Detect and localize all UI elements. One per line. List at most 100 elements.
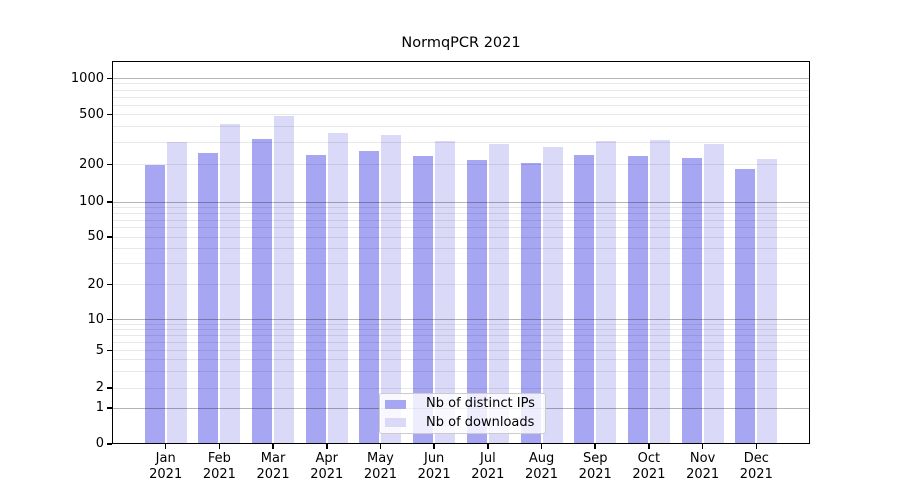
major-gridline-1000: [112, 78, 810, 79]
legend-swatch-downloads: [385, 418, 406, 428]
bar-downloads-sep: [596, 140, 617, 444]
y-tick-label-2: 2: [95, 380, 104, 395]
y-tick-100: [107, 201, 112, 203]
bar-ips-aug: [520, 163, 541, 444]
x-tick-dec: [755, 444, 758, 449]
y-tick-label-100: 100: [79, 194, 104, 209]
bar-ips-feb: [198, 152, 219, 444]
minor-gridline-400: [112, 126, 810, 128]
x-tick-label-nov: Nov 2021: [686, 451, 720, 482]
legend: Nb of distinct IPs Nb of downloads: [379, 393, 546, 434]
chart-title: NormqPCR 2021: [401, 35, 521, 51]
minor-gridline-5: [112, 350, 810, 351]
x-tick-label-feb: Feb 2021: [202, 451, 236, 482]
bar-ips-oct: [627, 156, 648, 444]
bar-downloads-feb: [220, 124, 241, 444]
legend-swatch-distinct-ips: [385, 399, 406, 409]
minor-gridline-80: [112, 212, 810, 214]
y-tick-label-1000: 1000: [70, 70, 104, 86]
bar-downloads-nov: [703, 144, 724, 444]
bar-ips-apr: [305, 154, 326, 444]
x-tick-sep: [594, 444, 596, 449]
minor-gridline-9: [112, 323, 810, 325]
y-tick-0: [107, 443, 112, 445]
y-tick-200: [107, 163, 112, 166]
y-tick-10: [107, 318, 112, 321]
bar-ips-dec: [735, 169, 756, 444]
minor-gridline-800: [112, 89, 810, 91]
x-tick-oct: [648, 444, 650, 449]
minor-gridline-8: [112, 328, 810, 330]
x-tick-label-may: May 2021: [363, 451, 397, 482]
legend-item-distinct-ips: Nb of distinct IPs: [385, 395, 545, 414]
minor-gridline-50: [112, 236, 810, 238]
bar-ips-jul: [466, 159, 487, 444]
bar-ips-nov: [681, 157, 702, 444]
bar-ips-may: [359, 151, 380, 444]
bar-downloads-aug: [542, 146, 563, 444]
major-gridline-100: [112, 201, 810, 203]
minor-gridline-20: [112, 284, 810, 285]
plot-area: [112, 61, 810, 444]
y-tick-label-50: 50: [87, 229, 104, 244]
y-tick-1000: [107, 77, 112, 80]
x-tick-jul: [487, 444, 489, 449]
minor-gridline-600: [112, 104, 810, 106]
y-tick-label-1: 1: [95, 400, 104, 415]
minor-gridline-7: [112, 334, 810, 336]
bar-downloads-jan: [166, 142, 187, 444]
bar-ips-mar: [252, 139, 273, 444]
y-tick-20: [107, 283, 112, 286]
x-tick-jun: [433, 444, 435, 449]
bar-ips-jan: [144, 165, 165, 444]
minor-gridline-6: [112, 341, 810, 343]
bar-downloads-dec: [757, 158, 778, 444]
minor-gridline-200: [112, 164, 810, 165]
y-tick-2: [107, 387, 112, 389]
minor-gridline-70: [112, 219, 810, 221]
y-tick-5: [107, 349, 112, 352]
x-tick-jan: [164, 444, 167, 449]
major-gridline-10: [112, 319, 810, 320]
y-tick-label-200: 200: [79, 156, 104, 172]
x-tick-mar: [272, 444, 274, 449]
minor-gridline-500: [112, 114, 810, 115]
y-tick-50: [107, 236, 112, 238]
y-tick-label-20: 20: [87, 276, 104, 292]
legend-label-distinct-ips: Nb of distinct IPs: [426, 396, 535, 412]
x-tick-label-sep: Sep 2021: [578, 451, 612, 482]
bar-downloads-apr: [327, 133, 348, 444]
minor-gridline-30: [112, 262, 810, 264]
minor-gridline-90: [112, 206, 810, 208]
bar-ips-jun: [413, 156, 434, 444]
minor-gridline-2: [112, 387, 810, 389]
minor-gridline-3: [112, 370, 810, 372]
x-tick-label-apr: Apr 2021: [310, 451, 344, 482]
minor-gridline-40: [112, 248, 810, 250]
x-tick-aug: [540, 444, 543, 449]
minor-gridline-4: [112, 359, 810, 361]
bar-downloads-jul: [488, 143, 509, 444]
x-tick-label-mar: Mar 2021: [256, 451, 290, 482]
y-tick-label-10: 10: [87, 311, 104, 327]
minor-gridline-60: [112, 227, 810, 229]
x-tick-label-oct: Oct 2021: [632, 451, 666, 482]
bar-downloads-mar: [274, 115, 295, 444]
x-tick-may: [379, 444, 382, 449]
bar-downloads-may: [381, 134, 402, 444]
x-tick-feb: [218, 444, 221, 449]
bar-downloads-oct: [649, 140, 670, 444]
bar-ips-sep: [574, 155, 595, 444]
minor-gridline-900: [112, 83, 810, 85]
x-tick-label-dec: Dec 2021: [739, 451, 773, 482]
x-tick-nov: [701, 444, 704, 449]
minor-gridline-300: [112, 141, 810, 143]
y-tick-label-500: 500: [79, 106, 104, 122]
x-tick-label-aug: Aug 2021: [524, 451, 559, 482]
x-tick-apr: [326, 444, 328, 449]
legend-item-downloads: Nb of downloads: [385, 414, 545, 433]
x-tick-label-jan: Jan 2021: [149, 451, 183, 482]
bar-downloads-jun: [435, 141, 456, 444]
minor-gridline-700: [112, 96, 810, 98]
